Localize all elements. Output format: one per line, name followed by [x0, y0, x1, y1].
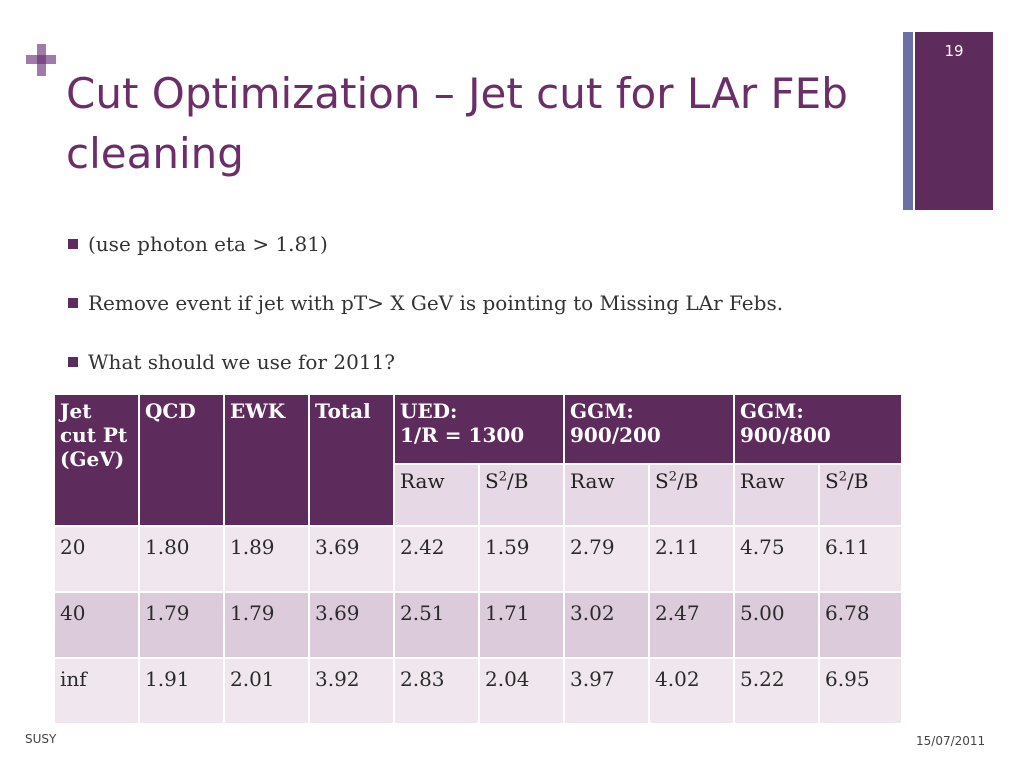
header-ued-line2: 1/R = 1300: [400, 423, 525, 447]
table-cell: 1.59: [480, 527, 566, 593]
table-cell: 1.91: [140, 659, 225, 725]
header-ggm2-line1: GGM:: [740, 399, 804, 423]
header-total: Total: [310, 395, 395, 527]
bullet-list: (use photon eta > 1.81) Remove event if …: [66, 230, 906, 407]
table-cell: 20: [55, 527, 140, 593]
corner-box: 19: [915, 32, 993, 210]
table-cell: 1.79: [225, 593, 310, 659]
table-cell: inf: [55, 659, 140, 725]
bullet-text: Remove event if jet with pT> X GeV is po…: [88, 291, 784, 315]
table-cell: 2.51: [395, 593, 480, 659]
header-ggm1-line2: 900/200: [570, 423, 661, 447]
bullet-item: What should we use for 2011?: [66, 348, 906, 407]
subheader-raw: Raw: [395, 465, 480, 527]
table-cell: 2.83: [395, 659, 480, 725]
bullet-item: Remove event if jet with pT> X GeV is po…: [66, 289, 906, 348]
table-cell: 6.95: [820, 659, 904, 725]
header-jet-cut: Jet cut Pt (GeV): [55, 395, 140, 527]
table-cell: 2.79: [565, 527, 651, 593]
table-cell: 40: [55, 593, 140, 659]
square-bullet-icon: [68, 239, 78, 249]
table-cell: 4.75: [735, 527, 821, 593]
table-cell: 3.92: [310, 659, 395, 725]
corner-stripe: [903, 32, 913, 210]
subheader-s2b: S2/B: [480, 465, 566, 527]
header-ewk: EWK: [225, 395, 310, 527]
subheader-raw: Raw: [565, 465, 651, 527]
slide-title: Cut Optimization – Jet cut for LAr FEb c…: [66, 69, 848, 178]
table-cell: 5.00: [735, 593, 821, 659]
table-cell: 2.11: [650, 527, 736, 593]
table-row: inf 1.91 2.01 3.92 2.83 2.04 3.97 4.02 5…: [55, 659, 904, 725]
table-cell: 2.04: [480, 659, 566, 725]
table-cell: 1.79: [140, 593, 225, 659]
footer-date: 15/07/2011: [916, 734, 986, 748]
bullet-text: What should we use for 2011?: [88, 350, 396, 374]
subheader-s2b: S2/B: [820, 465, 904, 527]
header-ggm-900-200: GGM: 900/200: [565, 395, 736, 465]
table-cell: 3.97: [565, 659, 651, 725]
header-ued: UED: 1/R = 1300: [395, 395, 566, 465]
table-row: 20 1.80 1.89 3.69 2.42 1.59 2.79 2.11 4.…: [55, 527, 904, 593]
slide-number: 19: [944, 42, 964, 60]
table-cell: 2.47: [650, 593, 736, 659]
table-cell: 3.69: [310, 527, 395, 593]
table-cell: 6.11: [820, 527, 904, 593]
plus-icon: [26, 44, 56, 76]
table-cell: 1.89: [225, 527, 310, 593]
table-cell: 6.78: [820, 593, 904, 659]
square-bullet-icon: [68, 357, 78, 367]
header-ggm1-line1: GGM:: [570, 399, 634, 423]
table-row: 40 1.79 1.79 3.69 2.51 1.71 3.02 2.47 5.…: [55, 593, 904, 659]
table-cell: 1.80: [140, 527, 225, 593]
header-ggm2-line2: 900/800: [740, 423, 831, 447]
table-cell: 1.71: [480, 593, 566, 659]
table-cell: 3.02: [565, 593, 651, 659]
table-cell: 5.22: [735, 659, 821, 725]
header-ued-line1: UED:: [400, 399, 458, 423]
table-cell: 2.42: [395, 527, 480, 593]
table-cell: 4.02: [650, 659, 736, 725]
square-bullet-icon: [68, 298, 78, 308]
table-cell: 3.69: [310, 593, 395, 659]
header-ggm-900-800: GGM: 900/800: [735, 395, 904, 465]
subheader-raw: Raw: [735, 465, 821, 527]
subheader-s2b: S2/B: [650, 465, 736, 527]
bullet-text: (use photon eta > 1.81): [88, 232, 328, 256]
results-table: Jet cut Pt (GeV) QCD EWK Total UED: 1/R =…: [55, 395, 904, 725]
header-qcd: QCD: [140, 395, 225, 527]
corner-decoration: 19: [903, 32, 993, 210]
footer-left: SUSY: [25, 732, 57, 746]
bullet-item: (use photon eta > 1.81): [66, 230, 906, 289]
table-cell: 2.01: [225, 659, 310, 725]
